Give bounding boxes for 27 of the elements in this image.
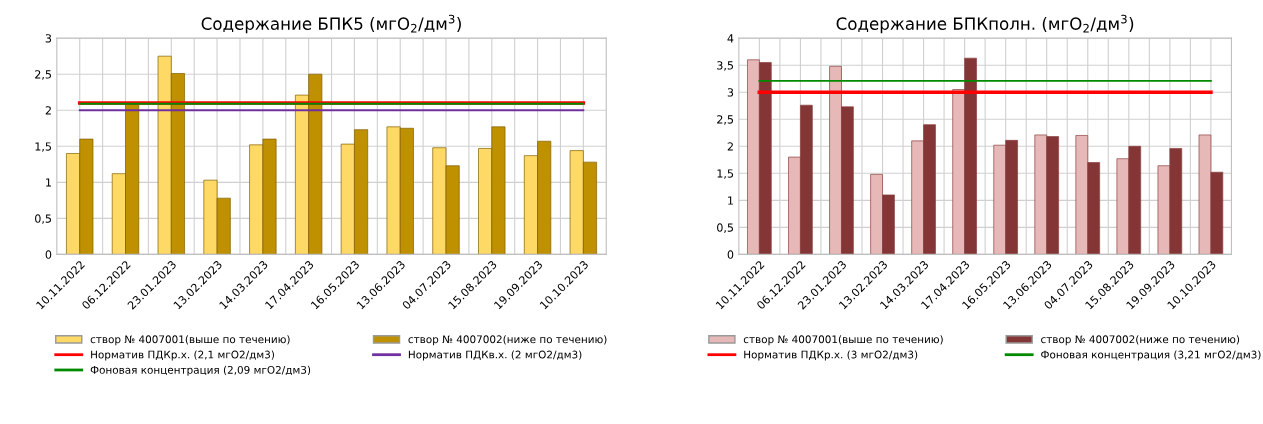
legend-label: створ № 4007001(выше по течению) [90,335,290,346]
legend-label: Фоновая концентрация (3,21 мгО2/дм3) [1041,350,1261,361]
y-tick-label: 2,5 [717,115,734,125]
y-tick-label: 0 [45,250,52,259]
y-tick-label: 0 [727,250,734,259]
y-tick-label: 1,5 [35,142,51,152]
y-tick-label: 2 [727,142,733,151]
y-tick-label: 0,5 [717,223,734,233]
chart-title: Содержание БПК5 (мгО$_{2}$/дм$^{3}$) [201,14,461,34]
legend-label: Норматив ПДКр.х. (3 мгО2/дм3) [744,350,918,361]
y-tick-label: 2,5 [35,70,51,80]
y-tick-label: 4 [727,34,734,43]
y-tick-label: 3 [45,34,52,43]
y-tick-label: 3 [727,88,734,97]
legend-label: Норматив ПДКв.х. (2 мгО2/дм3) [408,350,582,361]
y-tick-label: 1 [46,178,51,187]
legend-label: створ № 4007002(ниже по течению) [408,335,607,346]
y-tick-label: 1 [728,196,733,205]
y-tick-label: 3,5 [717,61,734,71]
y-tick-label: 1,5 [717,169,734,179]
legend-label: Фоновая концентрация (2,09 мгО2/дм3) [90,365,311,376]
y-tick-label: 0,5 [35,214,51,224]
legend-label: Норматив ПДКр.х. (2,1 мгО2/дм3) [91,350,274,361]
legend-label: створ № 4007002(ниже по течению) [1041,335,1240,346]
chart-title: Содержание БПКполн. (мгО$_{2}$/дм$^{3}$) [836,14,1134,34]
legend-label: створ № 4007001(выше по течению) [743,335,943,346]
y-tick-label: 2 [45,106,51,115]
